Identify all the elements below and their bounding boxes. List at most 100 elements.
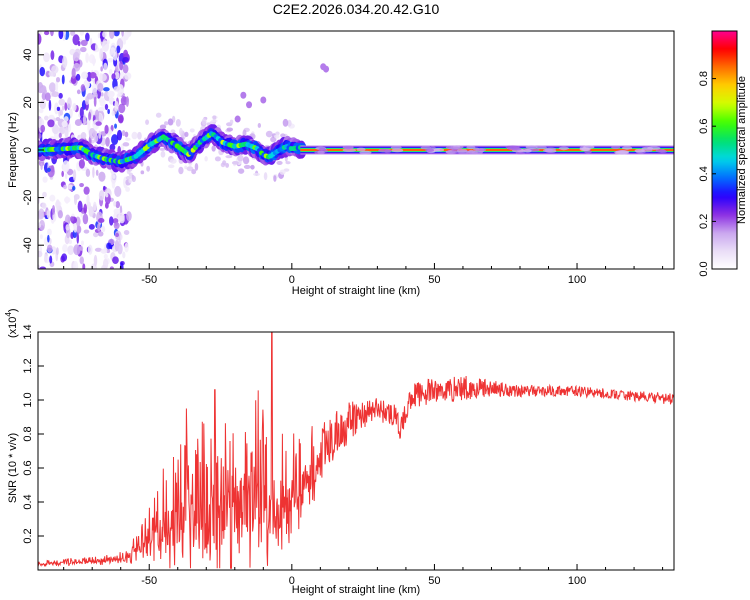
heatmap-cell <box>186 166 194 172</box>
heatmap-cell <box>63 196 71 203</box>
heatmap-cell <box>167 118 174 126</box>
heatmap-cell <box>98 171 106 182</box>
heatmap-cell <box>59 126 66 135</box>
heatmap-cell <box>55 116 61 122</box>
heatmap-cell <box>82 213 89 225</box>
heatmap-cell <box>257 123 262 128</box>
heatmap-cell <box>273 175 277 182</box>
heatmap-cell <box>39 266 47 269</box>
heatmap-cell <box>93 96 97 107</box>
heatmap-cell <box>86 92 94 100</box>
heatmap-cell <box>64 173 68 179</box>
heatmap-cell <box>184 131 189 137</box>
colorbar-ticks: 0.0 0.2 0.4 0.6 0.8 <box>698 71 716 277</box>
heatmap-cell <box>287 119 292 127</box>
heatmap-cell <box>579 147 590 151</box>
snr-y-axis-label: SNR (10 * v/v) <box>7 433 19 503</box>
spectrogram-panel: -50 0 50 100 -40 -20 0 20 40 Height of straight… <box>7 30 675 297</box>
heatmap-cell <box>116 45 121 54</box>
heatmap-cell <box>101 226 106 233</box>
heatmap-cell <box>50 31 54 37</box>
heatmap-cell <box>117 243 123 255</box>
heatmap-cell <box>40 124 46 133</box>
heatmap-cell <box>128 178 133 184</box>
heatmap-cell <box>102 31 107 38</box>
heatmap-cell <box>100 92 104 97</box>
heatmap-cell <box>122 251 126 259</box>
y-tick-label: 0.4 <box>22 494 34 509</box>
heatmap-cell <box>159 147 166 151</box>
x-tick-label: 50 <box>428 575 440 587</box>
heatmap-cell <box>119 215 125 224</box>
heatmap-cell <box>621 146 633 150</box>
heatmap-cell <box>121 31 124 37</box>
heatmap-cell <box>76 232 80 244</box>
heatmap-cell <box>103 62 108 71</box>
heatmap-cell <box>114 71 120 80</box>
heatmap-cell <box>42 191 47 198</box>
y-tick-label: 1.0 <box>22 392 34 407</box>
y-tick-label: 40 <box>22 49 34 61</box>
heatmap-cell <box>73 244 81 256</box>
heatmap-cell <box>114 64 118 73</box>
heatmap-cell <box>169 158 177 164</box>
heatmap-cell <box>279 169 286 175</box>
heatmap-cell <box>125 137 131 141</box>
colorbar-tick-label: 0.6 <box>698 119 710 134</box>
colorbar-tick-label: 0.4 <box>698 166 710 181</box>
heatmap-cell <box>48 71 56 77</box>
heatmap-cell <box>41 91 47 101</box>
heatmap-cell <box>356 147 366 152</box>
x-tick-label: -50 <box>141 274 157 286</box>
heatmap-cell <box>70 75 77 85</box>
heatmap-cell <box>97 82 104 92</box>
heatmap-cell <box>49 255 53 264</box>
heatmap-cell <box>39 219 46 231</box>
heatmap-cell <box>211 119 218 123</box>
heatmap-cell <box>62 160 70 173</box>
heatmap-blob <box>240 91 247 99</box>
heatmap-cell <box>93 232 99 238</box>
heatmap-cell <box>106 242 112 250</box>
heatmap-cell <box>282 118 289 127</box>
heatmap-cell <box>95 43 98 52</box>
heatmap-cell <box>70 216 74 222</box>
heatmap-cell <box>85 32 90 42</box>
heatmap-cell <box>242 156 250 165</box>
snr-x-axis-label: Height of straight line (km) <box>292 584 420 596</box>
heatmap-cell <box>74 119 83 126</box>
heatmap-cell <box>61 253 68 262</box>
colorbar-tick-label: 0.0 <box>698 261 710 276</box>
heatmap-cell <box>170 129 176 134</box>
heatmap-cell <box>105 136 110 147</box>
heatmap-cell <box>72 103 77 112</box>
heatmap-cell <box>342 148 356 152</box>
heatmap-cell <box>79 256 84 265</box>
heatmap-cell <box>47 234 50 243</box>
heatmap-cell <box>105 193 109 198</box>
heatmap-cell <box>122 64 129 74</box>
heatmap-cell <box>55 77 61 83</box>
heatmap-cell <box>116 129 123 141</box>
heatmap-cell <box>359 150 372 155</box>
heatmap-blob <box>260 96 267 104</box>
x-tick-label: 50 <box>428 274 440 286</box>
heatmap-cell <box>131 175 136 182</box>
heatmap-cell <box>276 160 283 166</box>
heatmap-cell <box>72 34 80 46</box>
heatmap-cell <box>222 160 227 166</box>
heatmap-cell <box>71 67 76 79</box>
heatmap-cell <box>79 31 85 36</box>
heatmap-cell <box>250 164 255 170</box>
heatmap-cell <box>111 134 119 145</box>
heatmap-cell <box>83 186 90 195</box>
heatmap-cell <box>79 245 84 251</box>
heatmap-cell <box>558 146 570 151</box>
heatmap-cell <box>164 121 169 126</box>
heatmap-cell <box>43 52 50 63</box>
heatmap-cell <box>536 145 547 150</box>
heatmap-cell <box>99 48 104 60</box>
y-tick-label: -40 <box>22 237 34 253</box>
heatmap-cell <box>55 80 59 93</box>
heatmap-cell <box>98 97 106 104</box>
